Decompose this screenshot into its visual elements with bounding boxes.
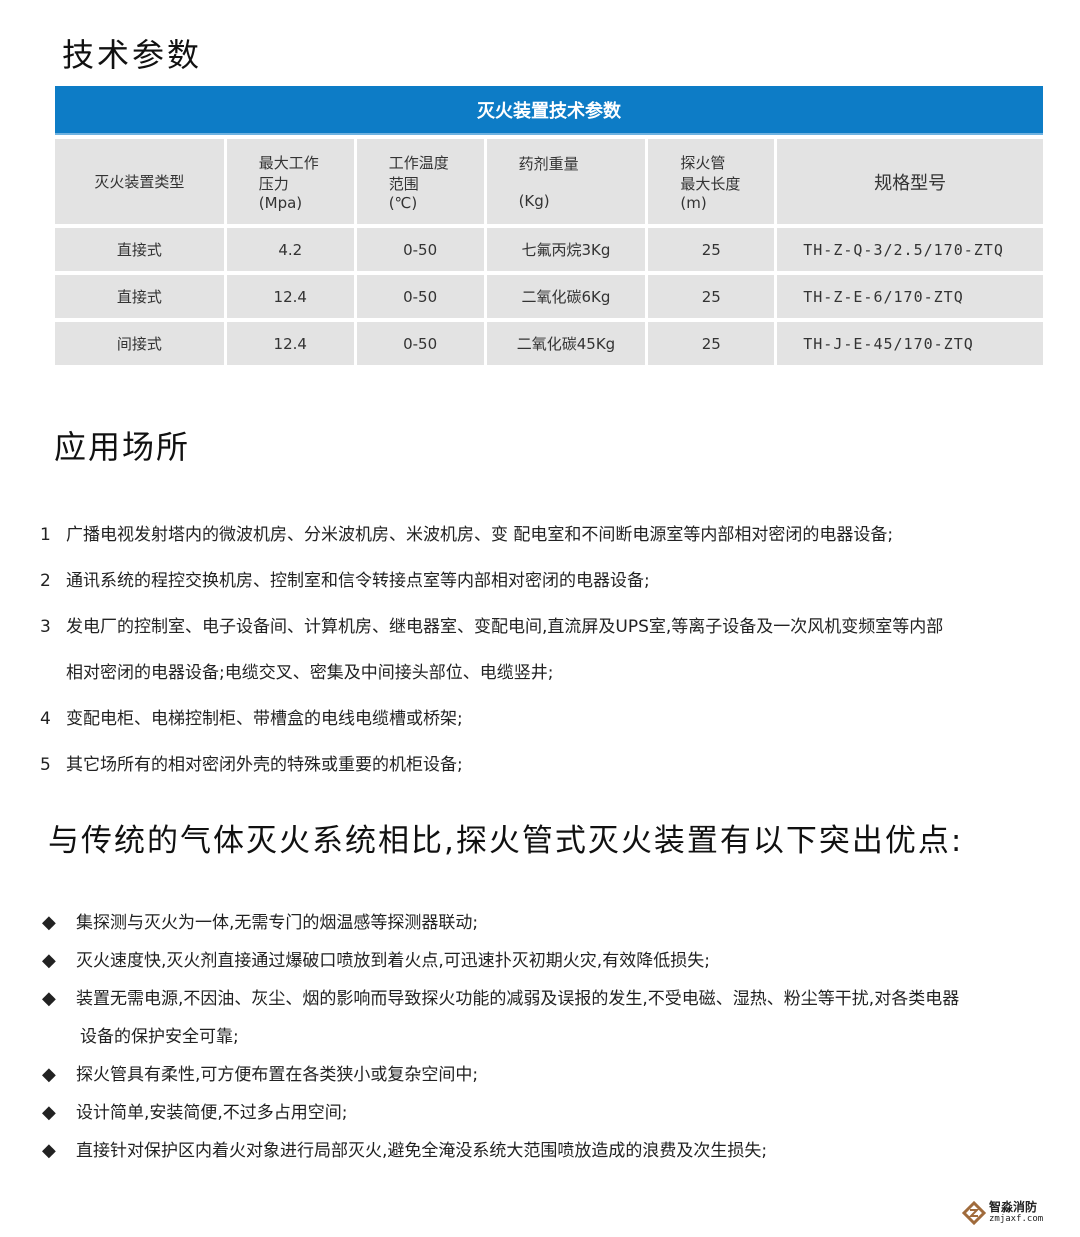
advantage-item: ◆ 探火管具有柔性,可方便布置在各类狭小或复杂空间中;	[42, 1060, 478, 1085]
item-number: 5	[40, 755, 51, 775]
item-text: 直接针对保护区内着火对象进行局部灭火,避免全淹没系统大范围喷放造成的浪费及次生损…	[76, 1141, 768, 1161]
table-cell: 12.4	[226, 275, 354, 318]
table-cell: 25	[648, 228, 775, 271]
table-row: 间接式 12.4 0-50 二氧化碳45Kg 25 TH-J-E-45/170-ZTQ	[55, 322, 1043, 365]
item-text: 装置无需电源,不因油、灰尘、烟的影响而导致探火功能的减弱及误报的发生,不受电磁、…	[76, 989, 960, 1009]
application-item: 4 变配电柜、电梯控制柜、带槽盒的电线电缆槽或桥架;	[40, 704, 463, 729]
tech-params-table: 灭火装置技术参数 灭火装置类型 最大工作 压力 (Mpa) 工作温度 范围 (℃) 药…	[55, 86, 1043, 365]
application-item: 相对密闭的电器设备;电缆交叉、密集及中间接头部位、电缆竖井;	[40, 658, 553, 683]
section-title-tech-params: 技术参数	[62, 36, 203, 74]
item-number: 2	[40, 571, 51, 591]
item-text: 其它场所有的相对密闭外壳的特殊或重要的机柜设备;	[66, 755, 463, 775]
section-title-applications: 应用场所	[54, 428, 191, 466]
table-cell: 0-50	[356, 322, 484, 365]
application-item: 1 广播电视发射塔内的微波机房、分米波机房、米波机房、变 配电室和不间断电源室等内…	[40, 520, 893, 545]
advantage-item: ◆ 直接针对保护区内着火对象进行局部灭火,避免全淹没系统大范围喷放造成的浪费及次生…	[42, 1136, 767, 1161]
item-text: 灭火速度快,灭火剂直接通过爆破口喷放到着火点,可迅速扑灭初期火灾,有效降低损失;	[76, 951, 710, 971]
advantage-item: ◆ 装置无需电源,不因油、灰尘、烟的影响而导致探火功能的减弱及误报的发生,不受电磁…	[42, 984, 959, 1009]
table-header-row: 灭火装置类型 最大工作 压力 (Mpa) 工作温度 范围 (℃) 药剂重量 (Kg) 探…	[55, 139, 1043, 224]
item-number: 1	[40, 525, 51, 545]
item-text: 广播电视发射塔内的微波机房、分米波机房、米波机房、变 配电室和不间断电源室等内部…	[66, 525, 894, 545]
application-item: 3 发电厂的控制室、电子设备间、计算机房、继电器室、变配电间,直流屏及UPS室,等…	[40, 612, 943, 637]
watermark-logo: 智淼消防 zmjaxf.com	[962, 1201, 1043, 1225]
table-header-cell: 药剂重量 (Kg)	[486, 139, 646, 224]
table-cell: TH-J-E-45/170-ZTQ	[777, 322, 1043, 365]
table-cell: 二氧化碳45Kg	[486, 322, 646, 365]
table-cell: TH-Z-E-6/170-ZTQ	[777, 275, 1043, 318]
table-header-cell: 最大工作 压力 (Mpa)	[226, 139, 354, 224]
logo-icon	[962, 1201, 986, 1225]
table-cell: 七氟丙烷3Kg	[486, 228, 646, 271]
item-number: 4	[40, 709, 51, 729]
table-row: 直接式 4.2 0-50 七氟丙烷3Kg 25 TH-Z-Q-3/2.5/170-ZTQ	[55, 228, 1043, 271]
advantage-item: ◆ 灭火速度快,灭火剂直接通过爆破口喷放到着火点,可迅速扑灭初期火灾,有效降低损失…	[42, 946, 710, 971]
diamond-bullet-icon: ◆	[42, 988, 56, 1009]
table-title: 灭火装置技术参数	[55, 86, 1043, 135]
item-text: 通讯系统的程控交换机房、控制室和信令转接点室等内部相对密闭的电器设备;	[66, 571, 650, 591]
table-cell: 4.2	[226, 228, 354, 271]
table-cell: 间接式	[55, 322, 224, 365]
item-text: 集探测与灭火为一体,无需专门的烟温感等探测器联动;	[76, 913, 479, 933]
application-item: 2 通讯系统的程控交换机房、控制室和信令转接点室等内部相对密闭的电器设备;	[40, 566, 650, 591]
advantage-item: ◆ 设计简单,安装简便,不过多占用空间;	[42, 1098, 348, 1123]
application-item: 5 其它场所有的相对密闭外壳的特殊或重要的机柜设备;	[40, 750, 463, 775]
table-row: 直接式 12.4 0-50 二氧化碳6Kg 25 TH-Z-E-6/170-ZTQ	[55, 275, 1043, 318]
table-header-cell: 规格型号	[777, 139, 1043, 224]
table-cell: 二氧化碳6Kg	[486, 275, 646, 318]
diamond-bullet-icon: ◆	[42, 950, 56, 971]
watermark-name: 智淼消防	[989, 1200, 1038, 1214]
table-cell: 直接式	[55, 275, 224, 318]
item-text: 设备的保护安全可靠;	[80, 1027, 239, 1047]
diamond-bullet-icon: ◆	[42, 1140, 56, 1161]
table-header-cell: 探火管 最大长度 (m)	[648, 139, 775, 224]
advantage-item: ◆ 集探测与灭火为一体,无需专门的烟温感等探测器联动;	[42, 908, 478, 933]
item-text: 变配电柜、电梯控制柜、带槽盒的电线电缆槽或桥架;	[66, 709, 463, 729]
table-cell: 25	[648, 275, 775, 318]
table-cell: 0-50	[356, 275, 484, 318]
table-header-cell: 工作温度 范围 (℃)	[356, 139, 484, 224]
watermark-url: zmjaxf.com	[989, 1214, 1044, 1224]
section-title-advantages: 与传统的气体灭火系统相比,探火管式灭火装置有以下突出优点:	[48, 823, 964, 859]
table-header-cell: 灭火装置类型	[55, 139, 224, 224]
table-cell: TH-Z-Q-3/2.5/170-ZTQ	[777, 228, 1043, 271]
item-number: 3	[40, 617, 51, 637]
diamond-bullet-icon: ◆	[42, 1102, 56, 1123]
diamond-bullet-icon: ◆	[42, 912, 56, 933]
advantage-item: 设备的保护安全可靠;	[42, 1022, 239, 1047]
item-text: 发电厂的控制室、电子设备间、计算机房、继电器室、变配电间,直流屏及UPS室,等离…	[66, 617, 944, 637]
table-cell: 直接式	[55, 228, 224, 271]
item-text: 设计简单,安装简便,不过多占用空间;	[76, 1103, 348, 1123]
table-cell: 12.4	[226, 322, 354, 365]
item-text: 相对密闭的电器设备;电缆交叉、密集及中间接头部位、电缆竖井;	[66, 663, 554, 683]
item-text: 探火管具有柔性,可方便布置在各类狭小或复杂空间中;	[76, 1065, 479, 1085]
table-cell: 25	[648, 322, 775, 365]
table-cell: 0-50	[356, 228, 484, 271]
diamond-bullet-icon: ◆	[42, 1064, 56, 1085]
